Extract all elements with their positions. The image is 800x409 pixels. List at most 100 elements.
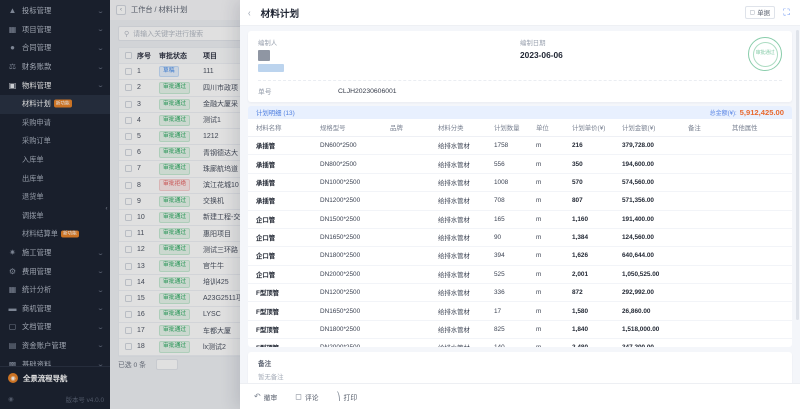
modal-body[interactable]: 编制人 编制日期 2023-06-06 审批通过 单号 CLJH2023 <box>240 26 800 383</box>
sidebar-item-document[interactable]: ▢ 文档管理 ⌄ <box>0 318 110 337</box>
detail-row[interactable]: F型顶管 DN1800*2500 给排水管材 825 m 1,840 1,518,000.0… <box>248 320 792 340</box>
cell-amount: 640,644.00 <box>622 246 688 266</box>
compass-icon: ◉ <box>8 373 18 383</box>
version-bar: ◉ 版本号 v4.0.0 <box>0 389 110 409</box>
comment-button[interactable]: ◻ 评论 <box>295 392 318 402</box>
cell-amount: 194,600.00 <box>622 154 688 174</box>
row-checkbox[interactable] <box>119 311 137 319</box>
cell-note <box>688 210 732 229</box>
detail-row[interactable]: 承插管 DN1000*2500 给排水管材 1008 m 570 574,560.00 <box>248 173 792 193</box>
sidebar-item-basic-data[interactable]: ▩ 基础资料 ⌄ <box>0 355 110 366</box>
cell-unit-price: 1,626 <box>572 246 622 266</box>
sidebar-item-label: 财务账款 <box>22 62 52 72</box>
sidebar-item-project[interactable]: ▦ 项目管理 ⌄ <box>0 21 110 40</box>
sidebar-item-bid[interactable]: ▲ 投标管理 ⌄ <box>0 2 110 21</box>
sidebar-item-return[interactable]: 退货单 <box>0 188 110 207</box>
row-project: 交换机 <box>203 198 224 206</box>
chevron-down-icon: ⌄ <box>96 250 105 257</box>
sidebar-item-outbound[interactable]: 出库单 <box>0 169 110 188</box>
detail-row[interactable]: 承插管 DN800*2500 给排水管材 556 m 350 194,600.00 <box>248 154 792 174</box>
row-checkbox[interactable] <box>119 213 137 221</box>
cell-note <box>688 246 732 266</box>
sidebar-item-fund-account[interactable]: ▤ 资金账户管理 ⌄ <box>0 337 110 356</box>
row-checkbox[interactable] <box>119 68 137 76</box>
chevron-down-icon: ⌄ <box>96 45 105 52</box>
sidebar-item-material-plan[interactable]: 材料计划 新功能 <box>0 94 110 114</box>
sidebar-item-purchase-order[interactable]: 采购订单 <box>0 132 110 151</box>
modal-back-button[interactable]: ‹ <box>248 6 251 19</box>
detail-table-wrap[interactable]: 材料名称 规格型号 品牌 材料分类 计划数量 单位 计划单价(¥) 计划金额(¥… <box>248 119 792 347</box>
sidebar-item-expense[interactable]: ⚙ 费用管理 ⌄ <box>0 262 110 281</box>
row-checkbox[interactable] <box>119 133 137 141</box>
cell-category: 给排水管材 <box>438 191 494 211</box>
summary-card: 编制人 编制日期 2023-06-06 审批通过 单号 CLJH2023 <box>248 31 792 102</box>
select-all-checkbox[interactable] <box>119 52 137 60</box>
row-no: 7 <box>137 165 141 173</box>
cell-quantity: 1008 <box>494 173 536 193</box>
row-checkbox[interactable] <box>119 343 137 351</box>
sidebar-item-analytics[interactable]: ▦ 统计分析 ⌄ <box>0 281 110 300</box>
chevron-down-icon: ⌄ <box>96 306 105 313</box>
modal-scrollbar[interactable] <box>796 30 799 320</box>
sidebar-item-construction[interactable]: ✷ 施工管理 ⌄ <box>0 244 110 263</box>
sidebar-item-opportunity[interactable]: ▬ 商机管理 ⌄ <box>0 300 110 319</box>
row-checkbox[interactable] <box>119 197 137 205</box>
revoke-approval-button[interactable]: ↶ 撤审 <box>254 392 277 402</box>
row-checkbox[interactable] <box>119 327 137 335</box>
pagination[interactable] <box>155 358 178 370</box>
modal-header-actions: ▢ 单据 ⛶ <box>744 6 792 19</box>
row-checkbox[interactable] <box>119 262 137 270</box>
cell-brand <box>390 210 438 229</box>
detail-row[interactable]: 企口管 DN1650*2500 给排水管材 90 m 1,384 124,560.00 <box>248 228 792 248</box>
row-checkbox[interactable] <box>119 84 137 92</box>
total-amount-block: 总金额(¥): 5,912,425.00 <box>710 108 784 117</box>
sidebar-collapse-button[interactable]: ‹ <box>103 198 110 220</box>
sidebar-item-finance[interactable]: ⚖ 财务账款 ⌄ <box>0 58 110 77</box>
creator-label: 编制人 <box>258 40 278 47</box>
row-checkbox[interactable] <box>119 165 137 173</box>
detail-row[interactable]: 企口管 DN1500*2500 给排水管材 165 m 1,160 191,400.00 <box>248 210 792 229</box>
detail-row[interactable]: 企口管 DN2000*2500 给排水管材 525 m 2,001 1,050,525.00 <box>248 265 792 285</box>
document-button[interactable]: ▢ 单据 <box>744 6 775 19</box>
help-icon[interactable]: ◉ <box>8 396 14 403</box>
nav-guide-button[interactable]: ◉ 全景流程导航 <box>0 367 110 389</box>
detail-row[interactable]: F型顶管 DN1650*2500 给排水管材 17 m 1,580 26,860.00 <box>248 301 792 321</box>
detail-row[interactable]: F型顶管 DN1200*2500 给排水管材 336 m 872 292,992.00 <box>248 283 792 303</box>
detail-row[interactable]: 承插管 DN600*2500 给排水管材 1758 m 216 379,728.00 <box>248 136 792 156</box>
analytics-icon: ▦ <box>8 285 17 295</box>
total-amount-value: 5,912,425.00 <box>739 108 784 117</box>
sidebar-item-contract[interactable]: ● 合同管理 ⌄ <box>0 39 110 58</box>
fullscreen-icon[interactable]: ⛶ <box>783 7 790 17</box>
row-checkbox[interactable] <box>119 230 137 238</box>
row-checkbox[interactable] <box>119 181 137 189</box>
sidebar-item-purchase-request[interactable]: 采购申请 <box>0 114 110 133</box>
detail-row[interactable]: 企口管 DN1800*2500 给排水管材 394 m 1,626 640,644.00 <box>248 246 792 266</box>
cell-note <box>688 283 732 303</box>
sidebar-item-material[interactable]: ▣ 物料管理 ⌄ <box>0 76 110 95</box>
row-checkbox[interactable] <box>119 100 137 108</box>
sidebar-item-label: 商机管理 <box>22 303 52 313</box>
cell-material-name: 承插管 <box>248 191 320 211</box>
row-checkbox[interactable] <box>119 278 137 286</box>
sidebar-item-material-settlement[interactable]: 材料结算单 新功能 <box>0 225 110 244</box>
back-button[interactable]: ‹ <box>116 5 126 15</box>
sidebar-item-inbound[interactable]: 入库单 <box>0 151 110 170</box>
row-no: 6 <box>137 149 141 157</box>
row-checkbox[interactable] <box>119 116 137 124</box>
sidebar-item-label: 退货单 <box>22 192 44 202</box>
sidebar-item-transfer[interactable]: 调拨单 <box>0 207 110 226</box>
row-checkbox[interactable] <box>119 246 137 254</box>
row-project: 车都大厦 <box>203 327 231 335</box>
detail-band-title: 计划明细 (13) <box>256 110 295 117</box>
row-checkbox[interactable] <box>119 294 137 302</box>
detail-row[interactable]: 承插管 DN1200*2500 给排水管材 708 m 807 571,356.00 <box>248 191 792 211</box>
sidebar-scroll[interactable]: ▲ 投标管理 ⌄ ▦ 项目管理 ⌄ ● 合同管理 ⌄ ⚖ 财务账款 ⌄ ▣ <box>0 0 110 366</box>
detail-row[interactable]: F型顶管DN2000*2500 给排水管材140m2,480347,200.00 <box>248 338 792 347</box>
print-button[interactable]: ⎞ 打印 <box>337 392 358 402</box>
approval-seal: 审批通过 <box>748 37 782 71</box>
cell-quantity: 1758 <box>494 136 536 156</box>
row-checkbox[interactable] <box>119 149 137 157</box>
sidebar-footer: ◉ 全景流程导航 ◉ 版本号 v4.0.0 <box>0 366 110 409</box>
nav-guide-label: 全景流程导航 <box>23 373 68 383</box>
cell-category: 给排水管材 <box>438 320 494 340</box>
